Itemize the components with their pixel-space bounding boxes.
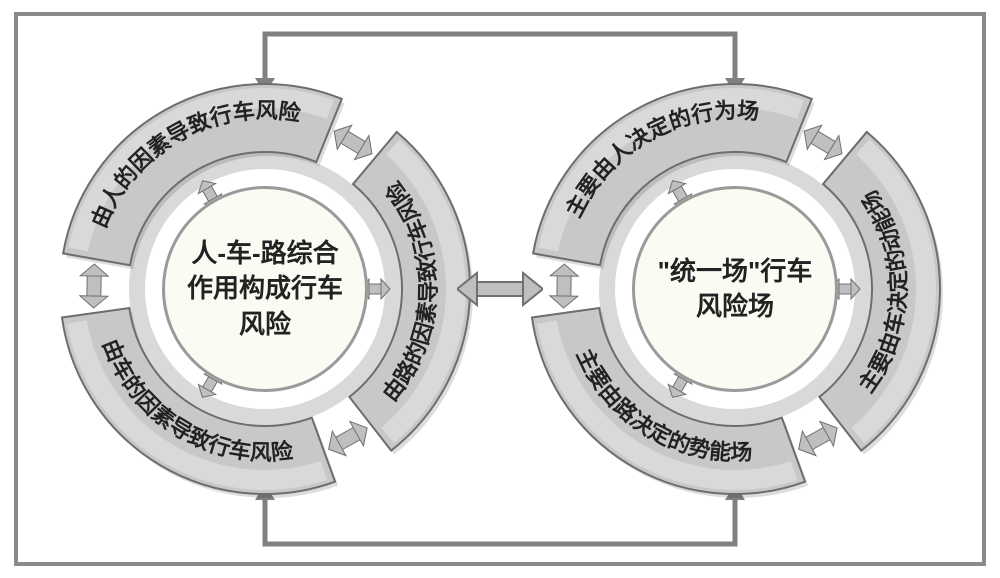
middle-double-arrow	[457, 269, 543, 309]
left-center-text: 人-车-路综合作用构成行车风险	[181, 236, 349, 341]
right-circle: 主要由人决定的行为场主要由车决定的动能场主要由路决定的势能场 "统一场"行车风险…	[520, 74, 950, 504]
left-circle: 由人的因素导致行车风险由路的因素导致行车风险由车的因素导致行车风险 人-车-路综…	[50, 74, 480, 504]
right-center-text: "统一场"行车风险场	[651, 254, 819, 324]
left-center: 人-车-路综合作用构成行车风险	[162, 186, 368, 392]
right-center: "统一场"行车风险场	[632, 186, 838, 392]
